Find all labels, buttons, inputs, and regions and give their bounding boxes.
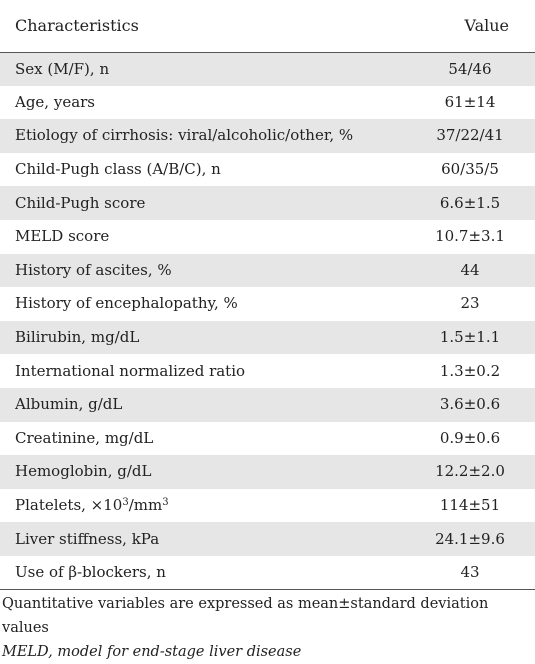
- row-value: 24.1±9.6: [435, 529, 505, 548]
- table-row: Creatinine, mg/dL 0.9±0.6: [0, 422, 535, 456]
- row-label: Age, years: [15, 92, 96, 111]
- row-value: 12.2±2.0: [435, 462, 505, 481]
- table-row: History of ascites, % 44: [0, 253, 535, 288]
- header-value: Value: [405, 0, 535, 53]
- platelets-label-mid: /mm: [128, 496, 163, 515]
- row-value: 114±51: [439, 496, 501, 515]
- table-row: Etiology of cirrhosis: viral/alcoholic/o…: [0, 119, 535, 153]
- row-value: 23: [460, 294, 480, 313]
- table-row: Sex (M/F), n 54/46: [0, 52, 535, 86]
- row-value: 54/46: [448, 59, 492, 78]
- table-row: Liver stiffness, kPa 24.1±9.6: [0, 522, 535, 556]
- row-label: Albumin, g/dL: [15, 395, 123, 414]
- row-value: 10.7±3.1: [435, 227, 505, 246]
- row-label: Hemoglobin, g/dL: [15, 462, 152, 481]
- row-label: MELD score: [15, 227, 110, 246]
- platelets-label-prefix: Platelets, ×10: [15, 496, 123, 515]
- table-row: Use of β-blockers, n 43: [0, 555, 535, 590]
- row-value: 44: [460, 260, 480, 279]
- table-footnotes: Quantitative variables are expressed as …: [0, 592, 535, 664]
- table-row: Age, years 61±14: [0, 86, 535, 120]
- header-characteristics: Characteristics: [0, 0, 405, 53]
- table-row: Child-Pugh class (A/B/C), n 60/35/5: [0, 153, 535, 187]
- row-value: 3.6±0.6: [439, 395, 501, 414]
- table-row: Hemoglobin, g/dL 12.2±2.0: [0, 455, 535, 489]
- row-value: 37/22/41: [436, 126, 504, 145]
- footnote-abbreviation: MELD, model for end-stage liver disease: [2, 644, 302, 660]
- row-label: Child-Pugh class (A/B/C), n: [15, 160, 221, 179]
- row-label: Creatinine, mg/dL: [15, 428, 154, 447]
- table-row: Platelets, ×103/mm3 114±51: [0, 489, 535, 523]
- table-row: International normalized ratio 1.3±0.2: [0, 354, 535, 388]
- row-label: Platelets, ×103/mm3: [0, 489, 405, 523]
- platelets-label-sup1: 3: [122, 497, 129, 509]
- row-value: 1.5±1.1: [439, 328, 501, 347]
- row-label: International normalized ratio: [15, 361, 246, 380]
- table-header-row: Characteristics Value: [0, 0, 535, 53]
- characteristics-table: Characteristics Value Sex (M/F), n 54/46…: [0, 0, 535, 590]
- row-label: History of encephalopathy, %: [15, 294, 238, 313]
- table-row: Albumin, g/dL 3.6±0.6: [0, 387, 535, 422]
- table-row: MELD score 10.7±3.1: [0, 220, 535, 254]
- row-label: Use of β-blockers, n: [0, 555, 405, 590]
- table-row: History of encephalopathy, % 23: [0, 287, 535, 321]
- row-value: 0.9±0.6: [439, 428, 501, 447]
- row-label: Liver stiffness, kPa: [15, 529, 160, 548]
- platelets-label-sup2: 3: [162, 497, 169, 509]
- row-value: 6.6±1.5: [439, 193, 501, 212]
- row-value: 43: [405, 555, 535, 590]
- row-value: 61±14: [444, 92, 496, 111]
- table-row: Child-Pugh score 6.6±1.5: [0, 186, 535, 220]
- footnote-quantitative: Quantitative variables are expressed as …: [2, 596, 489, 636]
- row-label: Etiology of cirrhosis: viral/alcoholic/o…: [15, 126, 354, 145]
- row-value: 1.3±0.2: [439, 361, 501, 380]
- row-label: Child-Pugh score: [15, 193, 146, 212]
- row-value: 60/35/5: [441, 160, 499, 179]
- row-label: Bilirubin, mg/dL: [15, 328, 140, 347]
- row-label: Sex (M/F), n: [15, 59, 110, 78]
- row-label: History of ascites, %: [15, 260, 172, 279]
- table-row: Bilirubin, mg/dL 1.5±1.1: [0, 320, 535, 355]
